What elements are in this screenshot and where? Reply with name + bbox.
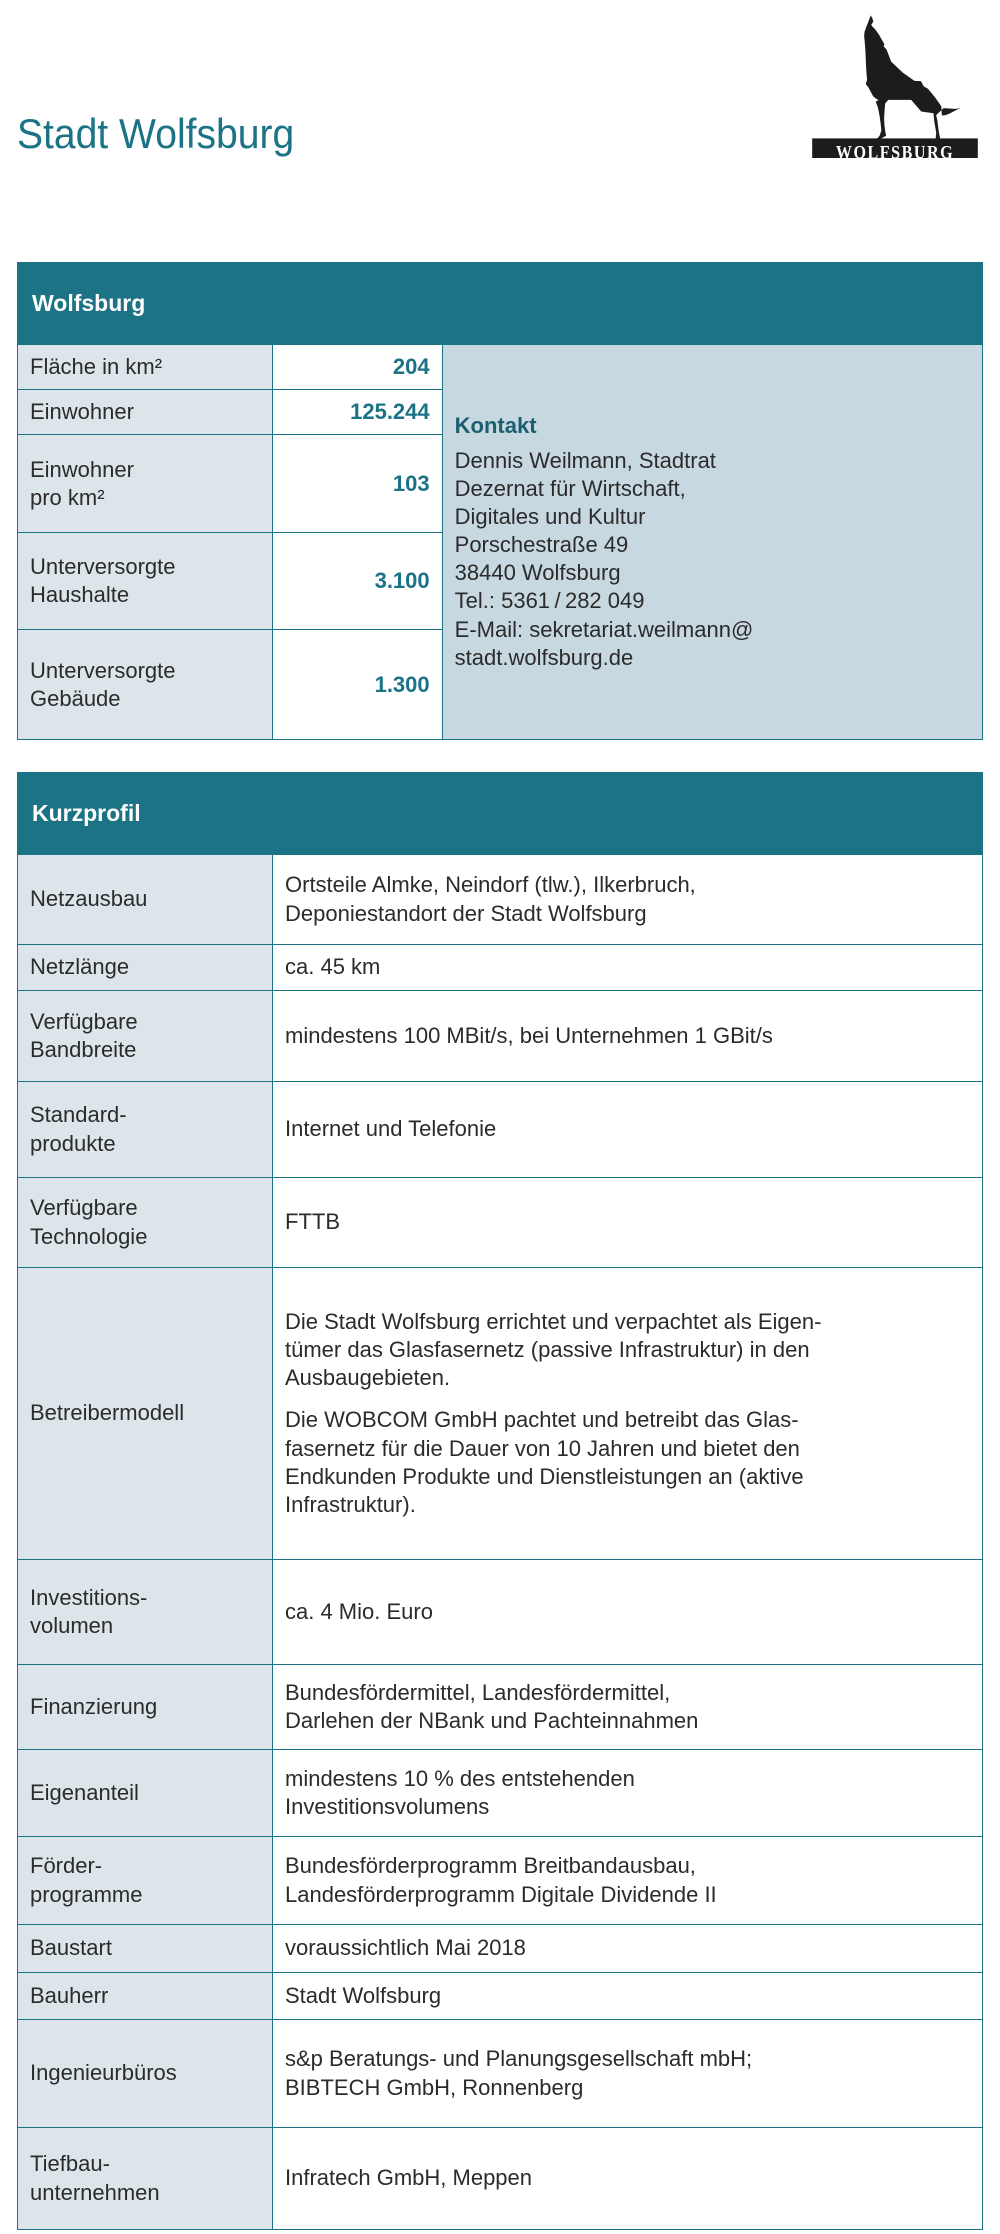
svg-text:WOLFSBURG: WOLFSBURG [836,141,954,158]
